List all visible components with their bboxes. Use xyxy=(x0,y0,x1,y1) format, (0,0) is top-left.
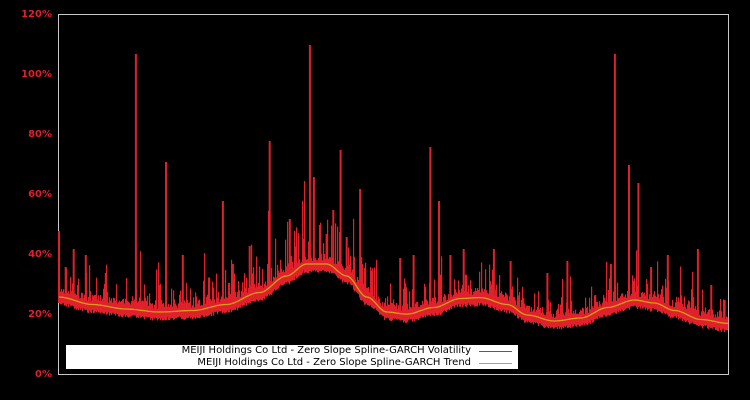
legend-item-volatility: MEIJI Holdings Co Ltd - Zero Slope Splin… xyxy=(182,345,512,357)
y-tick-label: 60% xyxy=(28,189,52,200)
chart-legend: MEIJI Holdings Co Ltd - Zero Slope Splin… xyxy=(66,345,518,369)
trend-series xyxy=(58,263,728,325)
y-tick-label: 0% xyxy=(35,369,52,380)
legend-label: MEIJI Holdings Co Ltd - Zero Slope Splin… xyxy=(197,357,471,368)
y-tick-label: 20% xyxy=(28,309,52,320)
legend-item-trend: MEIJI Holdings Co Ltd - Zero Slope Splin… xyxy=(197,357,512,369)
y-tick-label: 100% xyxy=(21,69,52,80)
legend-swatch-volatility xyxy=(479,350,512,352)
y-tick-label: 40% xyxy=(28,249,52,260)
legend-swatch-trend xyxy=(479,362,512,364)
y-tick-label: 120% xyxy=(21,9,52,20)
legend-label: MEIJI Holdings Co Ltd - Zero Slope Splin… xyxy=(181,345,471,356)
y-tick-label: 80% xyxy=(28,129,52,140)
